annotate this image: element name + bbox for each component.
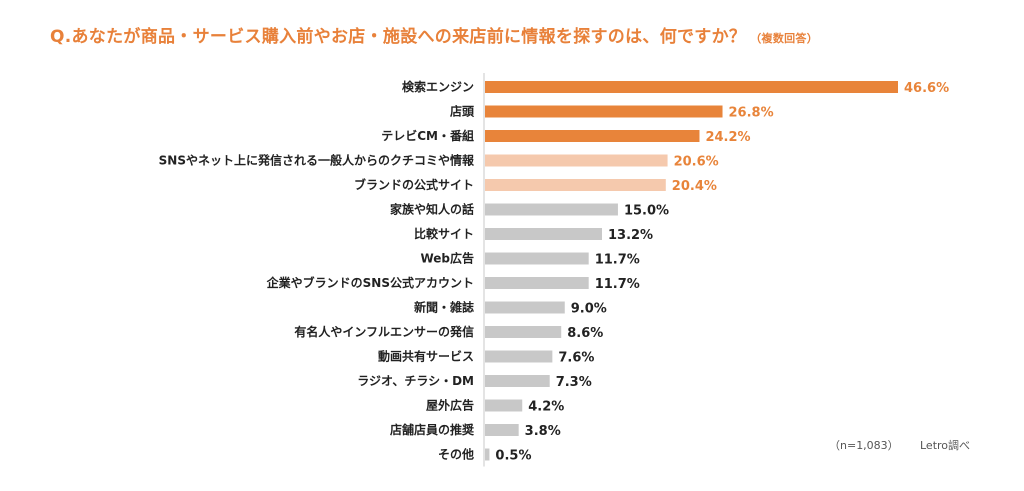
- value-label: 7.3%: [556, 375, 592, 390]
- category-label: その他: [438, 447, 474, 462]
- value-label: 4.2%: [528, 400, 564, 415]
- category-label: 屋外広告: [426, 398, 474, 413]
- category-label: 比較サイト: [414, 226, 474, 241]
- category-label: ブランドの公式サイト: [354, 177, 474, 192]
- bar: [485, 448, 490, 461]
- value-label: 11.7%: [595, 253, 640, 268]
- category-label: Web広告: [420, 251, 474, 266]
- category-label: 家族や知人の話: [390, 202, 474, 217]
- bar: [485, 154, 668, 167]
- bar: [485, 179, 666, 191]
- value-label: 7.6%: [558, 351, 594, 366]
- chart-title-note: （複数回答）: [750, 32, 819, 45]
- bar: [485, 228, 602, 240]
- bar: [485, 203, 618, 216]
- category-label: 有名人やインフルエンサーの発信: [294, 324, 474, 339]
- bar: [485, 326, 562, 338]
- source-note: Letro調べ: [920, 439, 971, 452]
- bar: [485, 301, 565, 314]
- chart-title: Q.あなたが商品・サービス購入前やお店・施設への来店前に情報を探すのは、何ですか…: [50, 22, 818, 47]
- value-label: 26.8%: [729, 106, 774, 121]
- value-label: 13.2%: [608, 228, 653, 243]
- value-label: 11.7%: [595, 277, 640, 292]
- category-label: 店舗店員の推奨: [390, 422, 475, 437]
- value-label: 24.2%: [705, 130, 750, 145]
- category-label: 企業やブランドのSNS公式アカウント: [266, 275, 474, 290]
- value-label: 20.6%: [674, 155, 719, 170]
- bar: [485, 81, 898, 93]
- chart-title-question: Q.あなたが商品・サービス購入前やお店・施設への来店前に情報を探すのは、何ですか…: [50, 27, 747, 47]
- value-label: 15.0%: [624, 204, 669, 219]
- category-label: 店頭: [450, 104, 475, 119]
- value-label: 8.6%: [567, 326, 603, 341]
- bar: [485, 350, 553, 363]
- category-label: 検索エンジン: [402, 79, 474, 94]
- value-label: 0.5%: [495, 449, 531, 464]
- bar: [485, 424, 519, 436]
- value-label: 9.0%: [571, 302, 607, 317]
- bar: [485, 277, 589, 289]
- category-label: 動画共有サービス: [378, 349, 474, 364]
- category-label: 新聞・雑誌: [414, 300, 474, 315]
- value-label: 20.4%: [672, 179, 717, 194]
- bar: [485, 375, 550, 387]
- category-label: ラジオ、チラシ・DM: [357, 374, 474, 388]
- bar: [485, 399, 523, 412]
- sample-size-note: （n=1,083）: [829, 439, 899, 452]
- bar: [485, 105, 723, 118]
- value-label: 46.6%: [904, 81, 949, 96]
- value-label: 3.8%: [525, 424, 561, 439]
- category-label: SNSやネット上に発信される一般人からのクチコミや情報: [159, 153, 475, 168]
- category-label: テレビCM・番組: [381, 128, 474, 143]
- bar: [485, 252, 589, 265]
- bar: [485, 130, 700, 142]
